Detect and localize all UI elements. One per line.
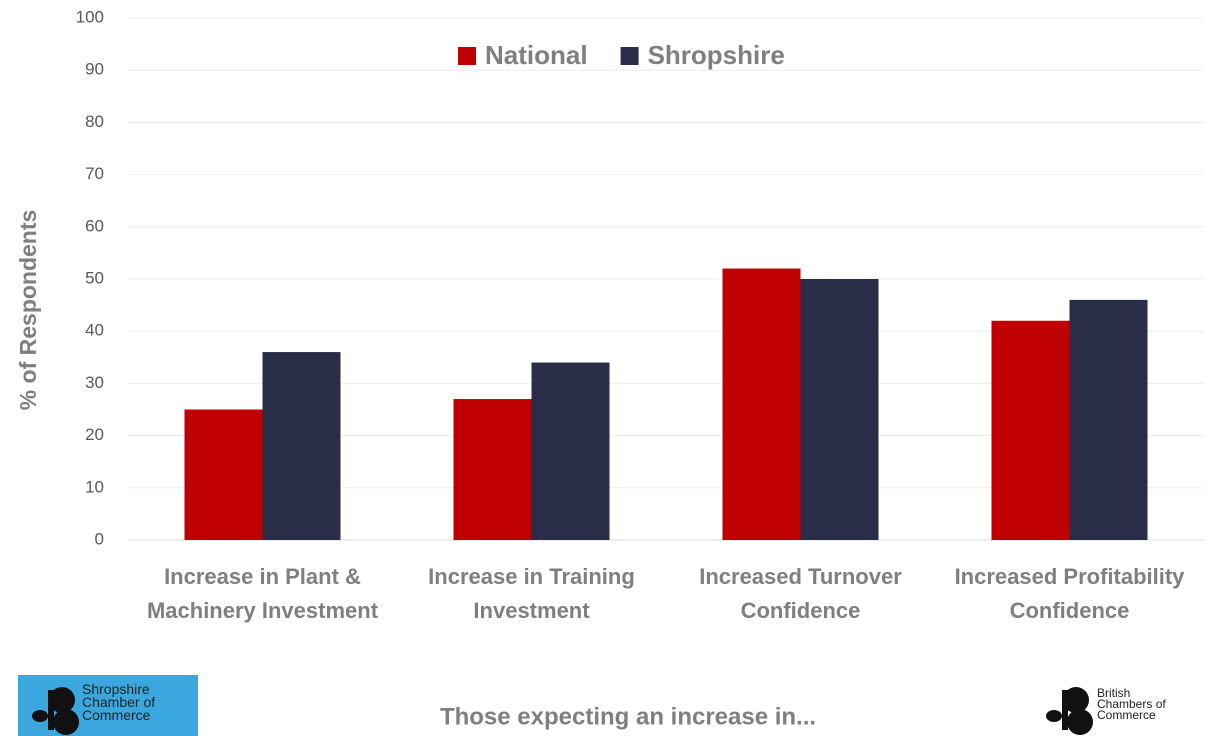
logo-text: Shropshire Chamber of Commerce: [82, 681, 156, 723]
x-tick-label: Increase in Training Investment: [428, 564, 635, 623]
bar: [184, 409, 263, 540]
bar: [531, 362, 610, 540]
legend-swatch: [458, 47, 476, 65]
bar: [800, 279, 879, 540]
bar: [1069, 299, 1148, 540]
y-tick-label: 0: [95, 529, 104, 548]
y-tick-label: 20: [85, 425, 104, 444]
x-tick-label: Increased Turnover Confidence: [699, 564, 902, 623]
legend-label: Shropshire: [648, 40, 785, 70]
y-tick-label: 40: [85, 321, 104, 340]
y-tick-label: 60: [85, 216, 104, 235]
logo-text: British Chambers of Commerce: [1097, 686, 1166, 722]
y-axis-label: % of Respondents: [15, 210, 41, 411]
legend-swatch: [620, 47, 639, 65]
y-tick-label: 30: [85, 373, 104, 392]
x-axis-label: Those expecting an increase in...: [440, 703, 816, 730]
legend-label: National: [485, 40, 588, 70]
bar: [722, 268, 801, 540]
bar: [991, 320, 1070, 540]
x-tick-label: Increased Profitability Confidence: [954, 564, 1185, 623]
y-tick-label: 80: [85, 112, 104, 131]
y-tick-label: 100: [76, 7, 104, 26]
y-tick-label: 70: [85, 164, 104, 183]
bar: [262, 352, 341, 540]
bar: [453, 399, 532, 540]
logo-icon: [1046, 687, 1093, 735]
logo-icon: [32, 687, 79, 735]
y-tick-label: 10: [85, 477, 104, 496]
y-tick-label: 50: [85, 268, 104, 287]
y-tick-label: 90: [85, 60, 104, 79]
x-tick-label: Increase in Plant & Machinery Investment: [146, 564, 379, 623]
